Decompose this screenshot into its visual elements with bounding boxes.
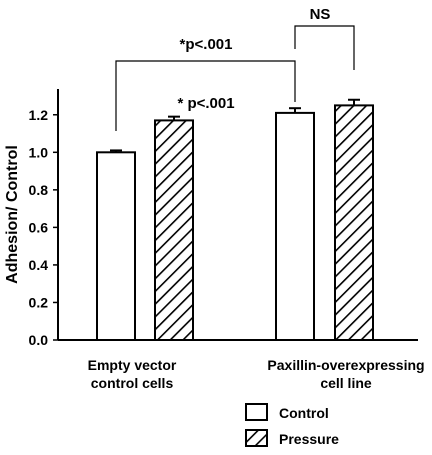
bar-pressure-0 — [154, 119, 194, 342]
legend-label-control: Control — [279, 405, 329, 421]
bar-control-0 — [96, 151, 136, 341]
category-label-line1: Paxillin-overexpressing — [267, 357, 424, 373]
y-tick-label: 0.6 — [29, 219, 49, 235]
y-tick-label: 1.0 — [29, 144, 49, 160]
y-tick-label: 0.0 — [29, 332, 49, 348]
annotation-ns: NS — [310, 6, 331, 23]
legend-swatch-pressure — [245, 429, 268, 447]
bar-pressure-1 — [334, 104, 374, 341]
category-label-line1: Empty vector — [88, 357, 177, 373]
y-tick-label: 0.8 — [29, 182, 49, 198]
category-label-line2: control cells — [91, 375, 174, 391]
significance-bracket-control — [115, 60, 296, 131]
annotation-group1-significance: * p<.001 — [177, 95, 234, 112]
bar-control-1 — [275, 111, 315, 342]
y-tick-label: 0.4 — [29, 257, 49, 273]
legend-swatch-control — [245, 403, 268, 421]
y-axis-title: Adhesion/ Control — [4, 145, 21, 284]
annotation-control-significance: *p<.001 — [180, 36, 233, 53]
significance-bracket-ns — [294, 25, 355, 70]
y-tick-label: 0.2 — [29, 294, 49, 310]
category-label-line2: cell line — [320, 375, 372, 391]
y-tick-label: 1.2 — [29, 107, 49, 123]
legend-label-pressure: Pressure — [279, 431, 339, 447]
